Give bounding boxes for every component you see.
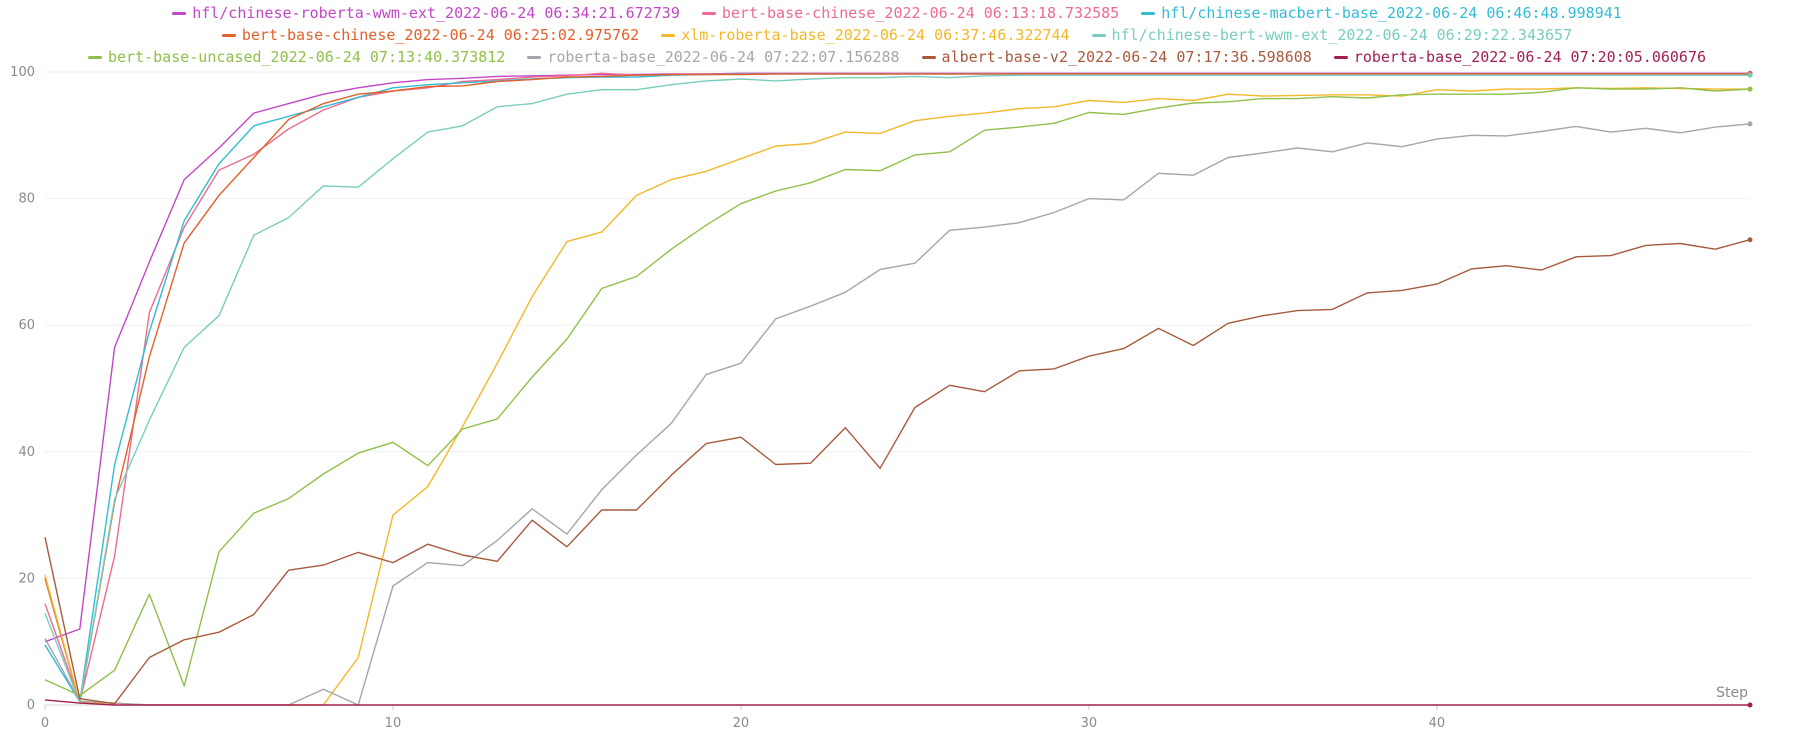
legend-item[interactable]: hfl/chinese-macbert-base_2022-06-24 06:4… bbox=[1141, 2, 1622, 24]
y-tick-label: 100 bbox=[10, 65, 35, 80]
end-markers bbox=[1747, 70, 1753, 708]
legend-swatch bbox=[172, 11, 187, 15]
series-line[interactable] bbox=[44, 72, 1750, 703]
legend-swatch bbox=[661, 33, 676, 37]
legend-swatch bbox=[527, 55, 542, 59]
series-line[interactable] bbox=[44, 72, 1750, 643]
x-axis-title: Step bbox=[1716, 685, 1748, 701]
series-end-point bbox=[1747, 237, 1753, 243]
series-end-point bbox=[1747, 72, 1753, 78]
legend-label: albert-base-v2_2022-06-24 07:17:36.59860… bbox=[941, 48, 1312, 66]
x-tick-label: 30 bbox=[1081, 716, 1098, 729]
series-line[interactable] bbox=[44, 74, 1750, 704]
legend-swatch bbox=[921, 55, 936, 59]
series-line[interactable] bbox=[44, 239, 1751, 705]
legend-label: hfl/chinese-roberta-wwm-ext_2022-06-24 0… bbox=[192, 4, 680, 22]
legend-swatch bbox=[87, 55, 102, 59]
y-tick-label: 40 bbox=[18, 445, 35, 460]
y-tick-label: 80 bbox=[18, 192, 35, 207]
y-tick-label: 0 bbox=[27, 698, 35, 713]
legend-item[interactable]: bert-base-chinese_2022-06-24 06:25:02.97… bbox=[221, 24, 640, 46]
legend-swatch bbox=[701, 11, 716, 15]
legend-item[interactable]: albert-base-v2_2022-06-24 07:17:36.59860… bbox=[921, 46, 1312, 68]
series-end-point bbox=[1747, 86, 1753, 92]
series-line[interactable] bbox=[44, 87, 1750, 706]
legend-swatch bbox=[221, 33, 236, 37]
legend-label: xlm-roberta-base_2022-06-24 06:37:46.322… bbox=[681, 26, 1070, 44]
axes: 0 20 40 60 80 100 0 10 20 30 40 bbox=[10, 65, 1445, 729]
legend-label: roberta-base_2022-06-24 07:22:07.156288 bbox=[547, 48, 900, 66]
x-tick-label: 20 bbox=[733, 716, 750, 729]
chart-legend: hfl/chinese-roberta-wwm-ext_2022-06-24 0… bbox=[0, 2, 1794, 68]
series-end-point bbox=[1747, 702, 1753, 708]
legend-swatch bbox=[1091, 33, 1106, 37]
legend-label: bert-base-uncased_2022-06-24 07:13:40.37… bbox=[107, 48, 506, 66]
x-tick-label: 40 bbox=[1429, 716, 1446, 729]
series-line[interactable] bbox=[44, 699, 1750, 706]
grid-lines bbox=[45, 71, 1750, 706]
legend-item[interactable]: xlm-roberta-base_2022-06-24 06:37:46.322… bbox=[661, 24, 1070, 46]
legend-item[interactable]: roberta-base_2022-06-24 07:20:05.060676 bbox=[1333, 46, 1707, 68]
y-tick-label: 20 bbox=[18, 571, 35, 586]
legend-label: bert-base-chinese_2022-06-24 06:13:18.73… bbox=[721, 4, 1120, 22]
x-tick-label: 0 bbox=[41, 716, 49, 729]
legend-label: hfl/chinese-macbert-base_2022-06-24 06:4… bbox=[1161, 4, 1622, 22]
x-tick-label: 10 bbox=[385, 716, 402, 729]
legend-item[interactable]: roberta-base_2022-06-24 07:22:07.156288 bbox=[527, 46, 900, 68]
series-line[interactable] bbox=[44, 73, 1750, 703]
series-line[interactable] bbox=[44, 87, 1751, 697]
legend-label: hfl/chinese-bert-wwm-ext_2022-06-24 06:2… bbox=[1111, 26, 1573, 44]
series-end-point bbox=[1747, 121, 1753, 127]
y-tick-label: 60 bbox=[18, 318, 35, 333]
legend-item[interactable]: bert-base-uncased_2022-06-24 07:13:40.37… bbox=[87, 46, 506, 68]
legend-item[interactable]: hfl/chinese-bert-wwm-ext_2022-06-24 06:2… bbox=[1091, 24, 1573, 46]
legend-swatch bbox=[1141, 11, 1156, 15]
legend-item[interactable]: bert-base-chinese_2022-06-24 06:13:18.73… bbox=[701, 2, 1120, 24]
legend-item[interactable]: hfl/chinese-roberta-wwm-ext_2022-06-24 0… bbox=[172, 2, 680, 24]
legend-label: roberta-base_2022-06-24 07:20:05.060676 bbox=[1353, 48, 1707, 66]
series-line[interactable] bbox=[44, 123, 1751, 706]
series-line[interactable] bbox=[44, 73, 1750, 704]
series-lines bbox=[44, 72, 1751, 706]
legend-label: bert-base-chinese_2022-06-24 06:25:02.97… bbox=[241, 26, 640, 44]
legend-swatch bbox=[1333, 55, 1348, 59]
